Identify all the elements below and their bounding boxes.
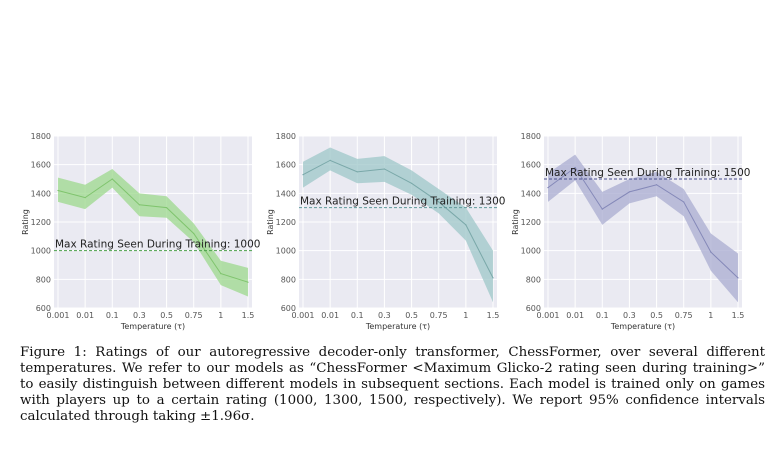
x-axis-label: Temperature (τ) <box>610 322 675 331</box>
reference-label: Max Rating Seen During Training: 1500 <box>545 167 750 179</box>
y-tick-label: 1000 <box>521 247 541 256</box>
y-axis-label: Rating <box>511 209 520 235</box>
y-tick-label: 1800 <box>521 132 541 141</box>
data-point <box>329 159 331 161</box>
y-tick-label: 1600 <box>521 161 541 170</box>
chart-panel-1300: 600 800 1000 1200 1400 1600 1800 0.001 0.01 0.1 0.… <box>266 132 505 331</box>
x-tick-label: 0.75 <box>430 311 448 320</box>
x-axis-label: Temperature (τ) <box>120 322 185 331</box>
x-tick-label: 0.001 <box>47 311 70 320</box>
x-tick-label: 0.75 <box>675 311 693 320</box>
x-tick-label: 0.001 <box>292 311 315 320</box>
confidence-band <box>548 154 738 303</box>
x-tick-label: 0.5 <box>160 311 173 320</box>
y-tick-label: 1000 <box>31 247 51 256</box>
series-line <box>57 178 249 283</box>
x-tick-label: 1 <box>708 311 713 320</box>
confidence-band <box>303 147 493 303</box>
reference-label: Max Rating Seen During Training: 1000 <box>55 239 260 251</box>
data-point <box>465 224 467 226</box>
data-point <box>302 174 304 176</box>
chart-panel-1000: 600 800 1000 1200 1400 1600 1800 0.001 0.01 0.1 0.… <box>21 132 260 331</box>
chart-panel-1500: 600 800 1000 1200 1400 1600 1800 0.001 0.01 0.1 0.… <box>511 132 750 331</box>
y-tick-label: 1000 <box>276 247 296 256</box>
y-tick-label: 600 <box>281 304 296 313</box>
data-point <box>383 168 386 170</box>
figure-caption: Figure 1: Ratings of our autoregressive … <box>20 345 765 424</box>
data-point <box>57 189 59 192</box>
x-tick-label: 0.75 <box>185 311 203 320</box>
data-point <box>84 197 86 199</box>
x-tick-label: 0.01 <box>566 311 584 320</box>
data-point <box>683 201 685 203</box>
y-tick-label: 1600 <box>276 161 296 170</box>
y-axis-label: Rating <box>266 209 275 235</box>
data-point <box>193 232 195 235</box>
data-point <box>165 207 168 209</box>
confidence-band <box>58 168 248 297</box>
x-tick-label: 0.3 <box>133 311 146 320</box>
y-tick-label: 1600 <box>31 161 51 170</box>
x-tick-label: 0.001 <box>537 311 560 320</box>
data-point <box>492 277 494 279</box>
data-point <box>410 182 413 184</box>
data-point <box>710 251 712 253</box>
x-tick-label: 0.01 <box>321 311 339 320</box>
x-tick-label: 0.1 <box>596 311 609 320</box>
data-point <box>574 166 576 169</box>
x-tick-label: 0.5 <box>405 311 418 320</box>
y-tick-label: 1400 <box>276 189 296 198</box>
data-point <box>438 201 440 203</box>
data-point <box>655 184 658 186</box>
y-tick-label: 1800 <box>276 132 296 141</box>
x-tick-label: 0.3 <box>623 311 636 320</box>
y-tick-label: 1200 <box>31 218 51 227</box>
x-tick-label: 0.3 <box>378 311 391 320</box>
data-point <box>547 187 549 189</box>
y-tick-label: 1400 <box>31 189 51 198</box>
data-point <box>356 171 358 173</box>
x-axis-label: Temperature (τ) <box>365 322 430 331</box>
x-tick-label: 0.5 <box>650 311 663 320</box>
y-tick-label: 800 <box>36 275 51 284</box>
data-point <box>220 273 222 275</box>
data-point <box>247 281 249 283</box>
data-point <box>111 178 113 180</box>
x-tick-label: 0.1 <box>106 311 119 320</box>
y-tick-label: 1400 <box>521 189 541 198</box>
reference-label: Max Rating Seen During Training: 1300 <box>300 196 505 208</box>
data-point <box>601 208 603 210</box>
series-line <box>302 159 494 279</box>
x-tick-label: 1.5 <box>242 311 255 320</box>
x-tick-label: 1.5 <box>487 311 500 320</box>
x-tick-label: 0.1 <box>351 311 364 320</box>
y-tick-label: 600 <box>36 304 51 313</box>
x-tick-label: 1 <box>218 311 223 320</box>
series-line <box>547 166 739 279</box>
x-tick-label: 1.5 <box>732 311 745 320</box>
y-tick-label: 1200 <box>521 218 541 227</box>
data-point <box>138 204 141 206</box>
y-tick-label: 1800 <box>31 132 51 141</box>
x-tick-label: 1 <box>463 311 468 320</box>
y-axis-label: Rating <box>21 209 30 235</box>
y-tick-label: 600 <box>526 304 541 313</box>
x-tick-label: 0.01 <box>76 311 94 320</box>
data-point <box>628 191 631 193</box>
y-tick-label: 800 <box>281 275 296 284</box>
y-tick-label: 800 <box>526 275 541 284</box>
data-point <box>737 277 739 279</box>
y-tick-label: 1200 <box>276 218 296 227</box>
